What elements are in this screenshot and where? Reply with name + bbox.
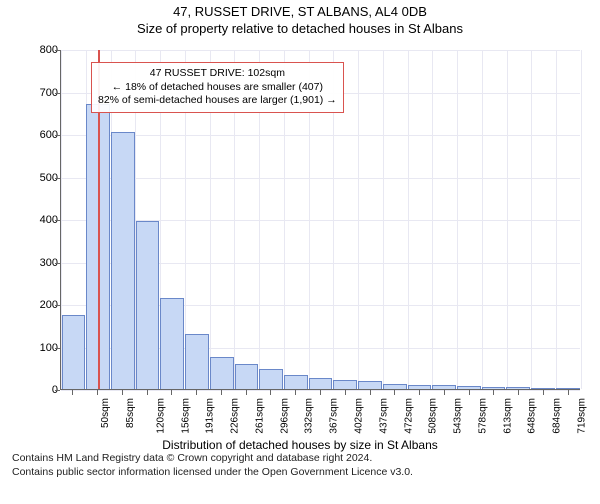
x-tick-label: 332sqm bbox=[304, 398, 315, 434]
histogram-bar bbox=[333, 380, 357, 389]
histogram-bar bbox=[136, 221, 160, 389]
footer-line-1: Contains HM Land Registry data © Crown c… bbox=[12, 452, 600, 466]
x-tick-label: 684sqm bbox=[552, 398, 563, 434]
x-axis-label: Distribution of detached houses by size … bbox=[0, 438, 600, 452]
page-subtitle: Size of property relative to detached ho… bbox=[0, 21, 600, 36]
histogram-bar bbox=[284, 375, 308, 389]
histogram-bar bbox=[309, 378, 333, 389]
histogram-bar bbox=[185, 334, 209, 389]
x-tick-label: 578sqm bbox=[477, 398, 488, 434]
x-tick-label: 648sqm bbox=[527, 398, 538, 434]
chart-container: Number of detached properties 47 RUSSET … bbox=[0, 40, 600, 450]
x-tick-label: 367sqm bbox=[329, 398, 340, 434]
histogram-bar bbox=[556, 388, 580, 389]
histogram-bar bbox=[408, 385, 432, 389]
histogram-bar bbox=[383, 384, 407, 389]
x-tick-label: 719sqm bbox=[576, 398, 587, 434]
histogram-bar bbox=[210, 357, 234, 389]
x-tick-label: 296sqm bbox=[279, 398, 290, 434]
histogram-bar bbox=[259, 369, 283, 389]
info-line-1: 47 RUSSET DRIVE: 102sqm bbox=[98, 67, 337, 81]
x-tick-label: 613sqm bbox=[502, 398, 513, 434]
info-box: 47 RUSSET DRIVE: 102sqm ← 18% of detache… bbox=[91, 62, 344, 113]
x-tick-label: 543sqm bbox=[453, 398, 464, 434]
footer: Contains HM Land Registry data © Crown c… bbox=[0, 450, 600, 479]
info-line-3: 82% of semi-detached houses are larger (… bbox=[98, 94, 337, 108]
histogram-bar bbox=[482, 387, 506, 389]
histogram-bar bbox=[62, 315, 86, 389]
footer-line-2: Contains public sector information licen… bbox=[12, 466, 600, 480]
x-tick-label: 402sqm bbox=[354, 398, 365, 434]
x-tick-label: 472sqm bbox=[403, 398, 414, 434]
histogram-bar bbox=[457, 386, 481, 389]
plot-area: 47 RUSSET DRIVE: 102sqm ← 18% of detache… bbox=[60, 50, 580, 390]
x-tick-label: 508sqm bbox=[428, 398, 439, 434]
histogram-bar bbox=[160, 298, 184, 389]
x-tick-label: 437sqm bbox=[378, 398, 389, 434]
info-line-2: ← 18% of detached houses are smaller (40… bbox=[98, 81, 337, 95]
histogram-bar bbox=[432, 385, 456, 389]
x-tick-label: 261sqm bbox=[255, 398, 266, 434]
x-tick-label: 226sqm bbox=[230, 398, 241, 434]
x-tick-label: 50sqm bbox=[100, 398, 111, 428]
histogram-bar bbox=[506, 387, 530, 389]
histogram-bar bbox=[235, 364, 259, 390]
x-tick-label: 120sqm bbox=[155, 398, 166, 434]
x-tick-label: 156sqm bbox=[180, 398, 191, 434]
histogram-bar bbox=[111, 132, 135, 389]
x-tick-label: 191sqm bbox=[205, 398, 216, 434]
page-title: 47, RUSSET DRIVE, ST ALBANS, AL4 0DB bbox=[0, 4, 600, 19]
histogram-bar bbox=[531, 388, 555, 389]
x-tick-label: 85sqm bbox=[125, 398, 136, 428]
histogram-bar bbox=[358, 381, 382, 389]
